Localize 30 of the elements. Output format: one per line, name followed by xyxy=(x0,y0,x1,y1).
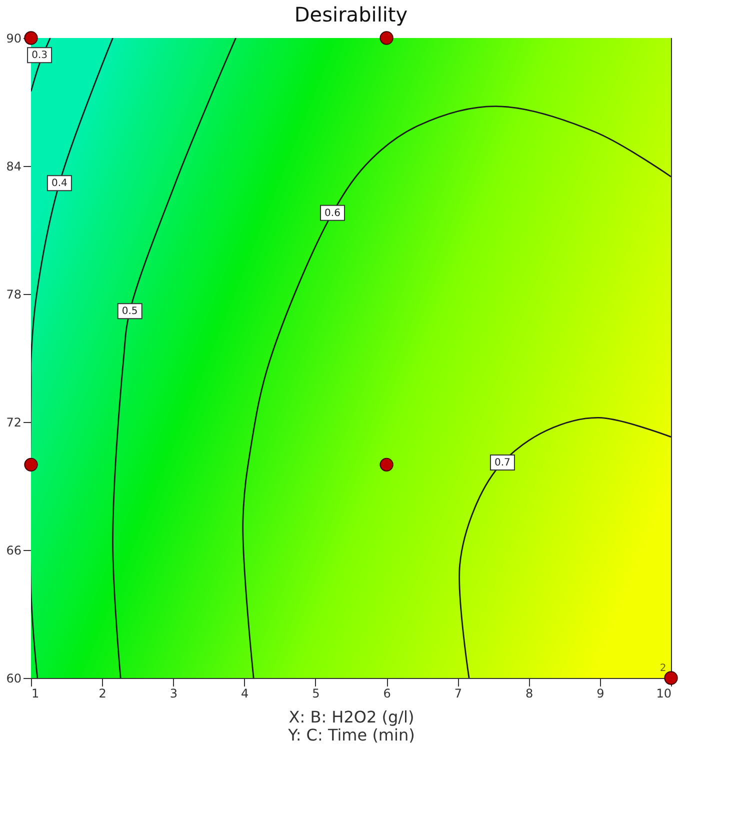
point xyxy=(24,31,38,45)
line-series xyxy=(31,38,114,678)
point xyxy=(380,458,394,472)
x-tick-label: 5 xyxy=(312,686,320,700)
y-tick-label: 72 xyxy=(6,416,22,430)
x-tick-label: 7 xyxy=(454,686,462,700)
x-tick-label: 4 xyxy=(241,686,249,700)
x-tick-label: 10 xyxy=(656,686,672,700)
text: Y: C: Time (min) xyxy=(287,726,415,744)
point xyxy=(380,31,394,45)
line-series xyxy=(458,417,671,678)
x-tick-label: 6 xyxy=(383,686,391,700)
y-tick-label: 84 xyxy=(6,160,22,174)
chart-title: Desirability xyxy=(294,2,408,27)
annotation: 0.3 xyxy=(32,50,48,62)
x-tick-label: 8 xyxy=(525,686,534,700)
point xyxy=(24,458,38,472)
x-tick-label: 9 xyxy=(596,686,604,700)
line-series xyxy=(112,38,236,678)
x-tick-label: 1 xyxy=(32,686,40,700)
y-tick-label: 78 xyxy=(6,288,22,302)
y-tick-label: 90 xyxy=(6,32,22,46)
x-tick-label: 2 xyxy=(98,686,106,700)
line-series xyxy=(242,106,671,678)
point xyxy=(664,671,678,685)
y-tick-label: 66 xyxy=(6,544,22,558)
x-tick-label: 3 xyxy=(170,686,178,700)
y-tick-label: 60 xyxy=(6,672,22,686)
annotation: 2 xyxy=(660,663,666,674)
x-axis-title: X: B: H2O2 (g/l) xyxy=(288,708,414,726)
